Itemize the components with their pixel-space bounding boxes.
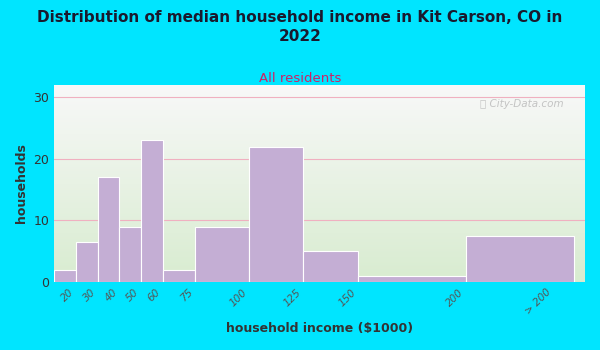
Bar <box>195 226 249 282</box>
Bar <box>76 242 98 282</box>
Bar <box>119 226 141 282</box>
Bar <box>466 236 574 282</box>
Bar <box>163 270 195 282</box>
Bar <box>304 251 358 282</box>
Y-axis label: households: households <box>15 144 28 223</box>
Bar <box>358 276 466 282</box>
Bar <box>249 147 304 282</box>
Text: All residents: All residents <box>259 72 341 85</box>
X-axis label: household income ($1000): household income ($1000) <box>226 322 413 335</box>
Bar <box>98 177 119 282</box>
Bar <box>141 140 163 282</box>
Text: Distribution of median household income in Kit Carson, CO in
2022: Distribution of median household income … <box>37 10 563 44</box>
Text: ⓘ City-Data.com: ⓘ City-Data.com <box>480 99 564 109</box>
Bar <box>54 270 76 282</box>
